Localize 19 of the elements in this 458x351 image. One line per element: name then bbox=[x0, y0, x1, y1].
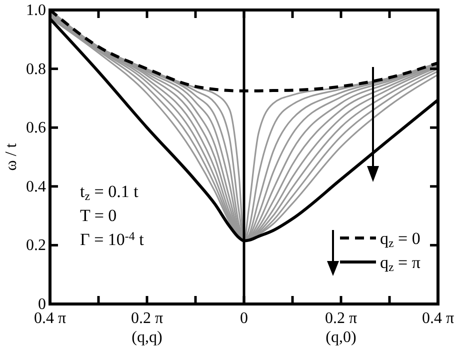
x-tick-label: 0.2 π bbox=[130, 310, 164, 327]
x-tick-label: 0 bbox=[240, 310, 248, 327]
text: (q,0) bbox=[326, 329, 356, 346]
annotation: T = 0 bbox=[80, 206, 117, 225]
y-tick-label: 0.8 bbox=[26, 60, 46, 78]
x-tick-label: 0.4 π bbox=[422, 310, 454, 327]
x-tick-label: 0.4 π bbox=[34, 310, 66, 327]
y-tick-label: 0 bbox=[38, 296, 46, 313]
y-tick-label: 1.0 bbox=[26, 2, 46, 19]
y-tick-label: 0.6 bbox=[26, 120, 46, 137]
y-tick-label: 0.2 bbox=[26, 237, 46, 254]
x-tick-label: 0.2 π bbox=[324, 310, 358, 327]
legend-label: q$_{z}$ = 0 bbox=[380, 229, 420, 250]
annotation: Γ = 10$^{-4}$ t bbox=[80, 228, 144, 249]
y-tick-label: 0.4 bbox=[26, 178, 46, 196]
y-axis-title: ω / t bbox=[3, 142, 20, 171]
legend-label: q$_{z}$ = π bbox=[380, 253, 421, 274]
text: (q,q) bbox=[132, 329, 162, 346]
annotation: t$_{z}$ = 0.1 t bbox=[80, 182, 139, 203]
